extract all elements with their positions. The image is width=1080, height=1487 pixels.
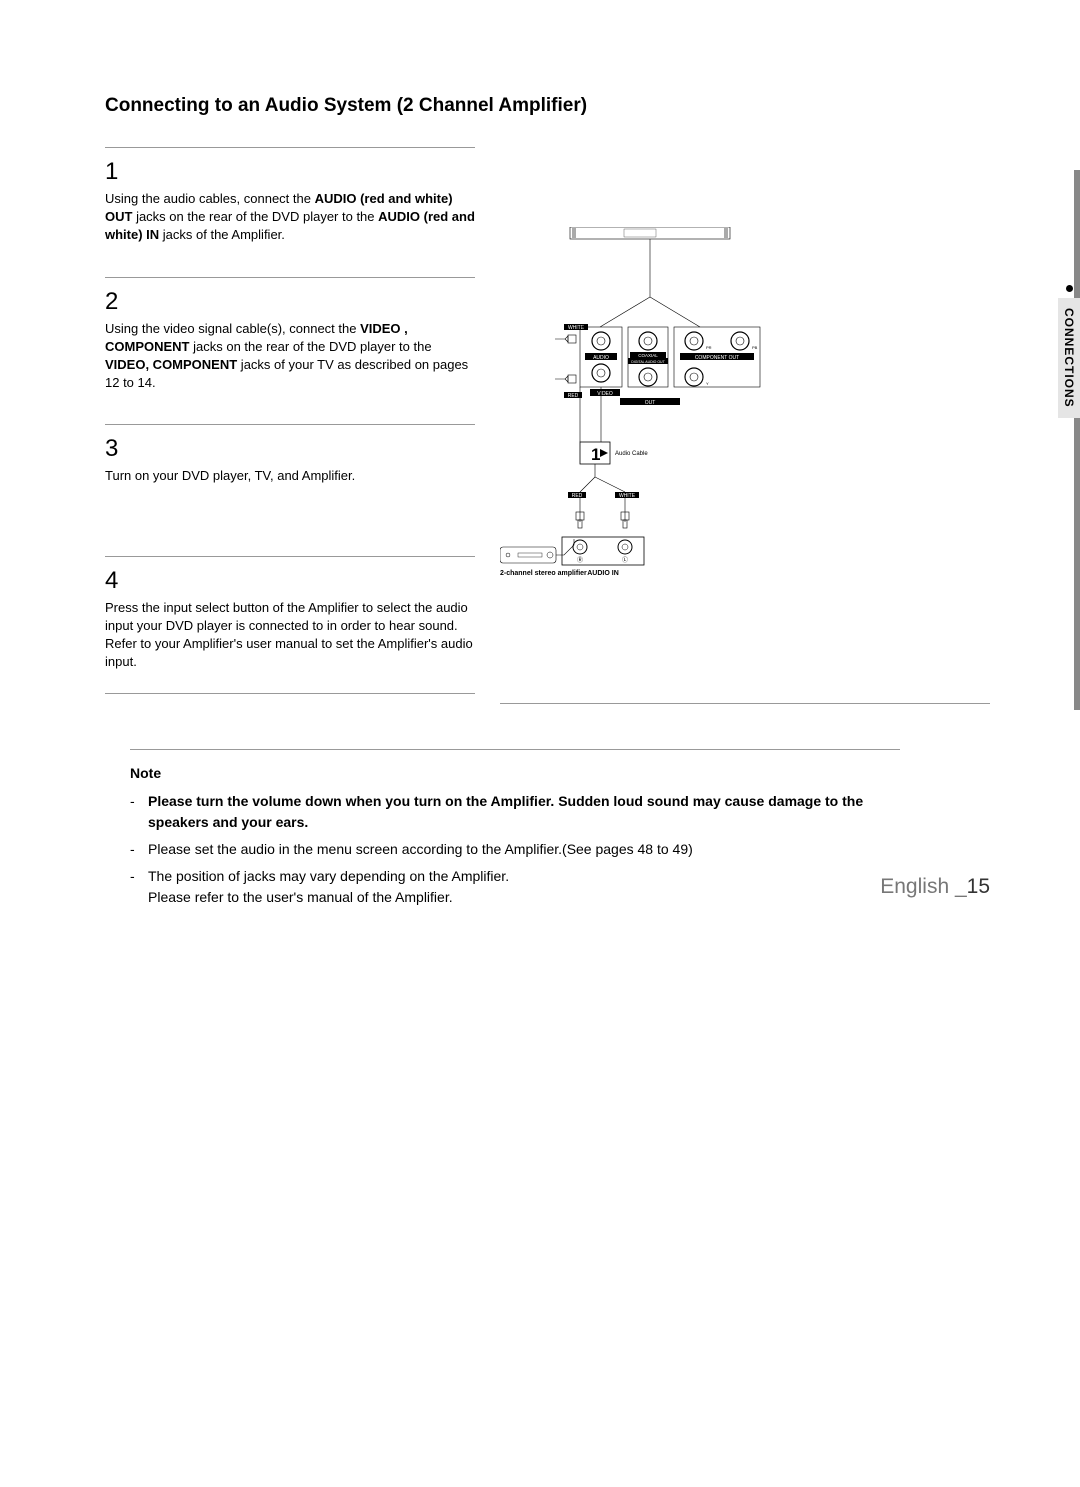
note-item: - Please set the audio in the menu scree… bbox=[130, 839, 900, 860]
step-1: 1 Using the audio cables, connect the AU… bbox=[105, 147, 475, 267]
svg-text:VIDEO: VIDEO bbox=[597, 391, 613, 397]
svg-text:RED: RED bbox=[568, 393, 579, 399]
svg-text:PR: PR bbox=[706, 345, 712, 350]
svg-text:PB: PB bbox=[752, 345, 758, 350]
svg-text:COAXIAL: COAXIAL bbox=[638, 353, 658, 358]
svg-text:AUDIO IN: AUDIO IN bbox=[587, 570, 619, 577]
note-item: - Please turn the volume down when you t… bbox=[130, 791, 900, 833]
step-2: 2 Using the video signal cable(s), conne… bbox=[105, 277, 475, 415]
dash-icon: - bbox=[130, 866, 148, 908]
svg-text:COMPONENT OUT: COMPONENT OUT bbox=[695, 355, 739, 361]
svg-text:WHITE: WHITE bbox=[619, 493, 636, 499]
side-tab-label: CONNECTIONS bbox=[1058, 298, 1080, 418]
svg-text:1: 1 bbox=[591, 445, 600, 464]
svg-text:WHITE: WHITE bbox=[568, 325, 585, 331]
dash-icon: - bbox=[130, 791, 148, 833]
svg-text:AUDIO: AUDIO bbox=[593, 355, 609, 361]
step-text: Using the audio cables, connect the AUDI… bbox=[105, 190, 475, 245]
note-section: Note - Please turn the volume down when … bbox=[130, 749, 900, 908]
page-footer: English _15 bbox=[880, 875, 990, 899]
svg-text:Audio Cable: Audio Cable bbox=[615, 451, 648, 457]
diagram-column: WHITE RED AUDIO bbox=[500, 147, 990, 704]
step-text: Press the input select button of the Amp… bbox=[105, 599, 475, 672]
step-3: 3 Turn on your DVD player, TV, and Ampli… bbox=[105, 424, 475, 545]
connection-diagram: WHITE RED AUDIO bbox=[500, 227, 800, 627]
svg-text:DIGITAL AUDIO OUT: DIGITAL AUDIO OUT bbox=[631, 360, 665, 364]
svg-text:Ⓡ: Ⓡ bbox=[577, 556, 583, 564]
svg-text:Y: Y bbox=[706, 381, 709, 386]
note-item: - The position of jacks may vary dependi… bbox=[130, 866, 900, 908]
step-4: 4 Press the input select button of the A… bbox=[105, 556, 475, 695]
steps-column: 1 Using the audio cables, connect the AU… bbox=[105, 147, 475, 704]
svg-text:Ⓛ: Ⓛ bbox=[622, 556, 628, 564]
step-number: 4 bbox=[105, 567, 475, 595]
svg-text:OUT: OUT bbox=[645, 400, 656, 406]
svg-text:2-channel stereo amplifier: 2-channel stereo amplifier bbox=[500, 570, 587, 577]
dash-icon: - bbox=[130, 839, 148, 860]
step-text: Turn on your DVD player, TV, and Amplifi… bbox=[105, 467, 475, 485]
step-number: 3 bbox=[105, 435, 475, 463]
svg-text:RED: RED bbox=[572, 493, 583, 499]
page-title: Connecting to an Audio System (2 Channel… bbox=[105, 95, 990, 117]
step-text: Using the video signal cable(s), connect… bbox=[105, 320, 475, 393]
note-heading: Note bbox=[130, 765, 900, 781]
step-number: 1 bbox=[105, 158, 475, 186]
side-tab-dot-icon bbox=[1066, 285, 1073, 292]
side-tab: CONNECTIONS bbox=[1058, 285, 1080, 418]
step-number: 2 bbox=[105, 288, 475, 316]
side-tab-bar bbox=[1074, 170, 1080, 710]
